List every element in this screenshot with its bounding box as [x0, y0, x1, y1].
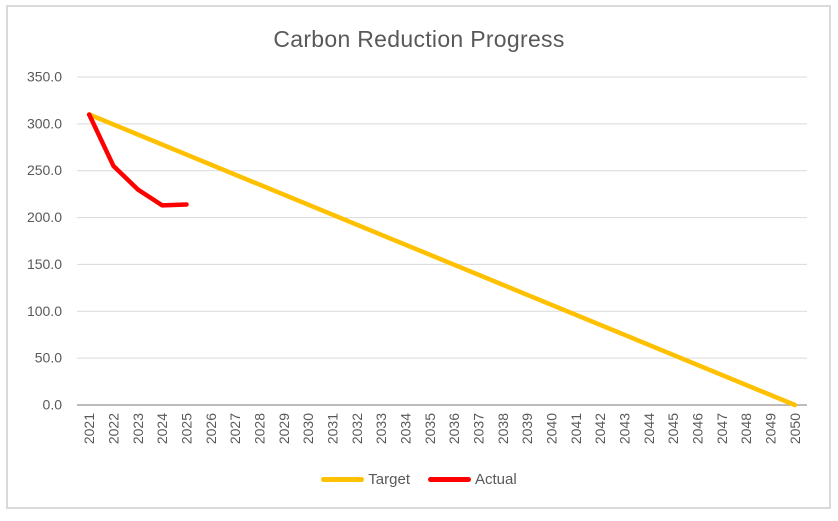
x-tick-label: 2044 [641, 413, 657, 444]
x-tick-label: 2039 [519, 413, 535, 444]
x-tick-label: 2035 [422, 413, 438, 444]
x-tick-label: 2040 [544, 413, 560, 444]
legend-swatch-actual [428, 477, 471, 482]
legend-swatch-target [321, 477, 365, 482]
y-tick-label: 100.0 [27, 303, 62, 319]
chart-title: Carbon Reduction Progress [273, 26, 565, 52]
x-tick-label: 2029 [276, 413, 292, 444]
x-tick-label: 2034 [398, 413, 414, 444]
x-tick-label: 2036 [446, 413, 462, 444]
x-tick-label: 2042 [592, 413, 608, 444]
legend: Target Actual [0, 471, 838, 488]
x-tick-label: 2047 [714, 413, 730, 444]
x-tick-label: 2025 [179, 413, 195, 444]
x-tick-label: 2045 [665, 413, 681, 444]
series-line-actual [86, 112, 189, 208]
x-tick-label: 2027 [227, 413, 243, 444]
series-line-target [86, 112, 798, 408]
x-tick-label: 2041 [568, 413, 584, 444]
x-tick-label: 2021 [81, 413, 97, 444]
y-tick-label: 300.0 [27, 115, 62, 131]
x-tick-label: 2038 [495, 413, 511, 444]
legend-label-target: Target [368, 471, 410, 488]
x-tick-label: 2031 [325, 413, 341, 444]
x-tick-label: 2037 [471, 413, 487, 444]
y-tick-label: 250.0 [27, 162, 62, 178]
x-tick-label: 2026 [203, 413, 219, 444]
chart-border [6, 5, 831, 509]
x-tick-label: 2028 [252, 413, 268, 444]
y-tick-label: 350.0 [27, 69, 62, 85]
y-tick-label: 150.0 [27, 256, 62, 272]
x-tick-label: 2046 [690, 413, 706, 444]
x-tick-label: 2050 [787, 413, 803, 444]
x-tick-label: 2049 [763, 413, 779, 444]
y-tick-label: 0.0 [43, 397, 63, 413]
x-tick-label: 2032 [349, 413, 365, 444]
x-tick-label: 2048 [738, 413, 754, 444]
y-tick-label: 200.0 [27, 209, 62, 225]
legend-item-actual: Actual [428, 471, 517, 488]
x-tick-label: 2030 [300, 413, 316, 444]
x-tick-label: 2033 [373, 413, 389, 444]
x-tick-label: 2043 [617, 413, 633, 444]
x-tick-label: 2023 [130, 413, 146, 444]
x-tick-label: 2022 [106, 413, 122, 444]
x-tick-label: 2024 [154, 413, 170, 444]
legend-item-target: Target [321, 471, 410, 488]
y-tick-label: 50.0 [35, 350, 62, 366]
legend-label-actual: Actual [475, 471, 517, 488]
